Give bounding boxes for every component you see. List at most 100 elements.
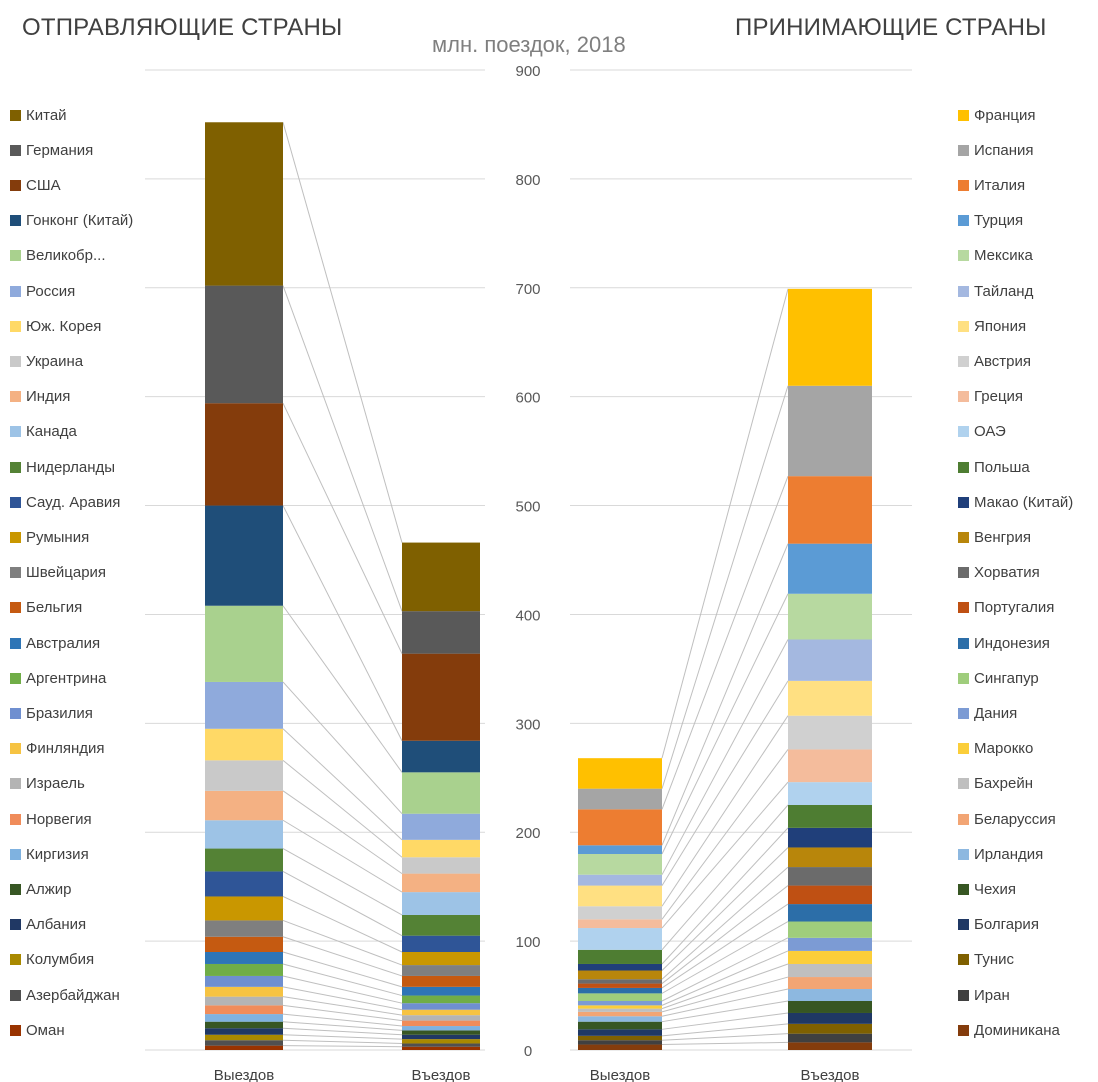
connector-line (282, 819, 403, 893)
receiving-legend-item: Индонезия (958, 632, 1050, 654)
y-tick-label: 0 (524, 1043, 532, 1060)
legend-swatch (958, 496, 969, 508)
category-labels: Выездов Въездов Выездов Въездов (214, 1067, 860, 1082)
bar-segment-receiving-1-1: Испания: 83 (788, 385, 872, 477)
legend-swatch (10, 919, 21, 931)
bar-segment-sending-9-0: Канада: 26 (205, 820, 283, 849)
connector-line (282, 1039, 403, 1044)
legend-label: Италия (974, 176, 1026, 194)
sending-legend-item: Австралия (10, 632, 100, 654)
connector-line (282, 605, 403, 773)
receiving-legend-item: Мексика (958, 245, 1033, 267)
bar-segment-receiving-8-0: Греция: 8 (578, 919, 662, 929)
bar-segment-sending-9-1: Канада: 21 (402, 892, 480, 915)
bar-segment-sending-17-1: Бразилия: 6 (402, 1003, 480, 1010)
legend-swatch (958, 285, 969, 297)
connector-line (661, 885, 789, 984)
bar-segment-receiving-10-1: Польша: 21 (788, 805, 872, 828)
connector-line (661, 903, 789, 989)
bar-segment-sending-6-1: Юж. Корея: 16 (402, 839, 480, 858)
legend-label: Австрия (974, 352, 1032, 370)
bar-segment-sending-7-1: Украина: 15 (402, 857, 480, 874)
sending-countries-heading: ОТПРАВЛЯЮЩИЕ СТРАНЫ (22, 14, 343, 41)
legend-swatch (10, 989, 21, 1001)
connector-line (661, 639, 789, 875)
bar-segment-receiving-16-1: Сингапур: 15 (788, 921, 872, 938)
legend-label: Беларуссия (974, 810, 1056, 828)
connector-line (282, 963, 403, 997)
sending-legend-item: Азербайджан (10, 984, 120, 1006)
legend-swatch (10, 1024, 21, 1036)
y-tick-label: 900 (515, 63, 540, 80)
legend-swatch (958, 250, 969, 262)
bar-segment-sending-4-0: Великобр...: 70 (205, 605, 283, 682)
legend-swatch (958, 179, 969, 191)
legend-swatch (958, 531, 969, 543)
legend-label: Киргизия (26, 845, 89, 863)
connector-line (282, 975, 403, 1004)
bar-segment-sending-22-0: Алжир: 6 (205, 1021, 283, 1029)
legend-label: Китай (26, 106, 67, 124)
bar-segment-sending-5-0: Россия: 43 (205, 681, 283, 729)
legend-swatch (958, 989, 969, 1001)
bar-segment-receiving-14-0: Португалия: 4 (578, 983, 662, 988)
receiving-legend-item: Япония (958, 315, 1026, 337)
sending-legend-item: Румыния (10, 526, 89, 548)
legend-label: Япония (974, 317, 1027, 335)
bar-segment-receiving-17-1: Дания: 12 (788, 937, 872, 951)
connector-line (661, 680, 789, 886)
connector-line (661, 950, 789, 1006)
bar-segment-receiving-20-0: Беларуссия: 4 (578, 1011, 662, 1017)
legend-label: Нидерланды (26, 458, 116, 476)
bar-segment-sending-8-1: Индия: 17 (402, 873, 480, 893)
bar-segment-sending-4-1: Великобр...: 38 (402, 772, 480, 814)
legend-label: Юж. Корея (26, 317, 102, 335)
bar-segment-receiving-26-1: Доминикана: 7 (788, 1042, 872, 1050)
legend-label: Албания (26, 916, 87, 934)
connector-lines (282, 122, 789, 1048)
legend-label: Норвегия (26, 810, 92, 828)
connector-line (282, 505, 403, 741)
y-tick-label: 700 (515, 281, 540, 298)
sending-legend-item: Норвегия (10, 808, 92, 830)
bar-segment-receiving-4-1: Мексика: 42 (788, 593, 872, 640)
bar-segment-receiving-17-0: Дания: 4 (578, 1001, 662, 1006)
bar-segment-receiving-21-1: Ирландия: 11 (788, 989, 872, 1001)
connector-line (282, 759, 403, 858)
legend-swatch (958, 461, 969, 473)
legend-label: Бахрейн (974, 775, 1034, 793)
legend-swatch (958, 1024, 969, 1036)
bar-segment-receiving-15-0: Индонезия: 5 (578, 987, 662, 994)
bar-segment-sending-6-0: Юж. Корея: 29 (205, 728, 283, 761)
connector-line (661, 1033, 789, 1041)
legend-label: Турция (974, 212, 1024, 230)
y-tick-label: 100 (515, 934, 540, 951)
connector-line (661, 988, 789, 1017)
y-tick-label: 200 (515, 825, 540, 842)
bar-segment-sending-25-1: Азербайджан: 3 (402, 1043, 480, 1047)
bar-segment-sending-21-1: Киргизия: 4 (402, 1026, 480, 1031)
y-tick-label: 600 (515, 390, 540, 407)
sending-legend-item: Китай (10, 104, 67, 126)
receiving-legend-item: Турция (958, 210, 1023, 232)
receiving-legend-item: Марокко (958, 738, 1033, 760)
bar-segment-sending-11-1: Сауд. Аравия: 15 (402, 935, 480, 952)
bar-segment-sending-21-0: Киргизия: 7 (205, 1014, 283, 1022)
receiving-legend-item: Венгрия (958, 526, 1031, 548)
legend-label: Дания (974, 704, 1018, 722)
bar-segment-sending-0-0: Китай: 150 (205, 122, 283, 286)
receiving-legend-item: Тайланд (958, 280, 1033, 302)
receiving-countries-heading: ПРИНИМАЮЩИЕ СТРАНЫ (735, 14, 1047, 41)
y-tick-label: 300 (515, 716, 540, 733)
legend-swatch (10, 567, 21, 579)
receiving-legend-item: Иран (958, 984, 1010, 1006)
bar-segment-sending-22-1: Алжир: 4 (402, 1030, 480, 1035)
bar-segment-sending-13-1: Швейцария: 10 (402, 965, 480, 976)
bar-segment-sending-17-0: Бразилия: 10 (205, 975, 283, 987)
sending-legend-item: Израель (10, 773, 85, 795)
legend-label: США (26, 176, 61, 194)
bar-segment-receiving-2-0: Италия: 33 (578, 809, 662, 846)
legend-swatch (958, 813, 969, 825)
legend-label: Индонезия (974, 634, 1050, 652)
sending-legend-item: Швейцария (10, 562, 106, 584)
